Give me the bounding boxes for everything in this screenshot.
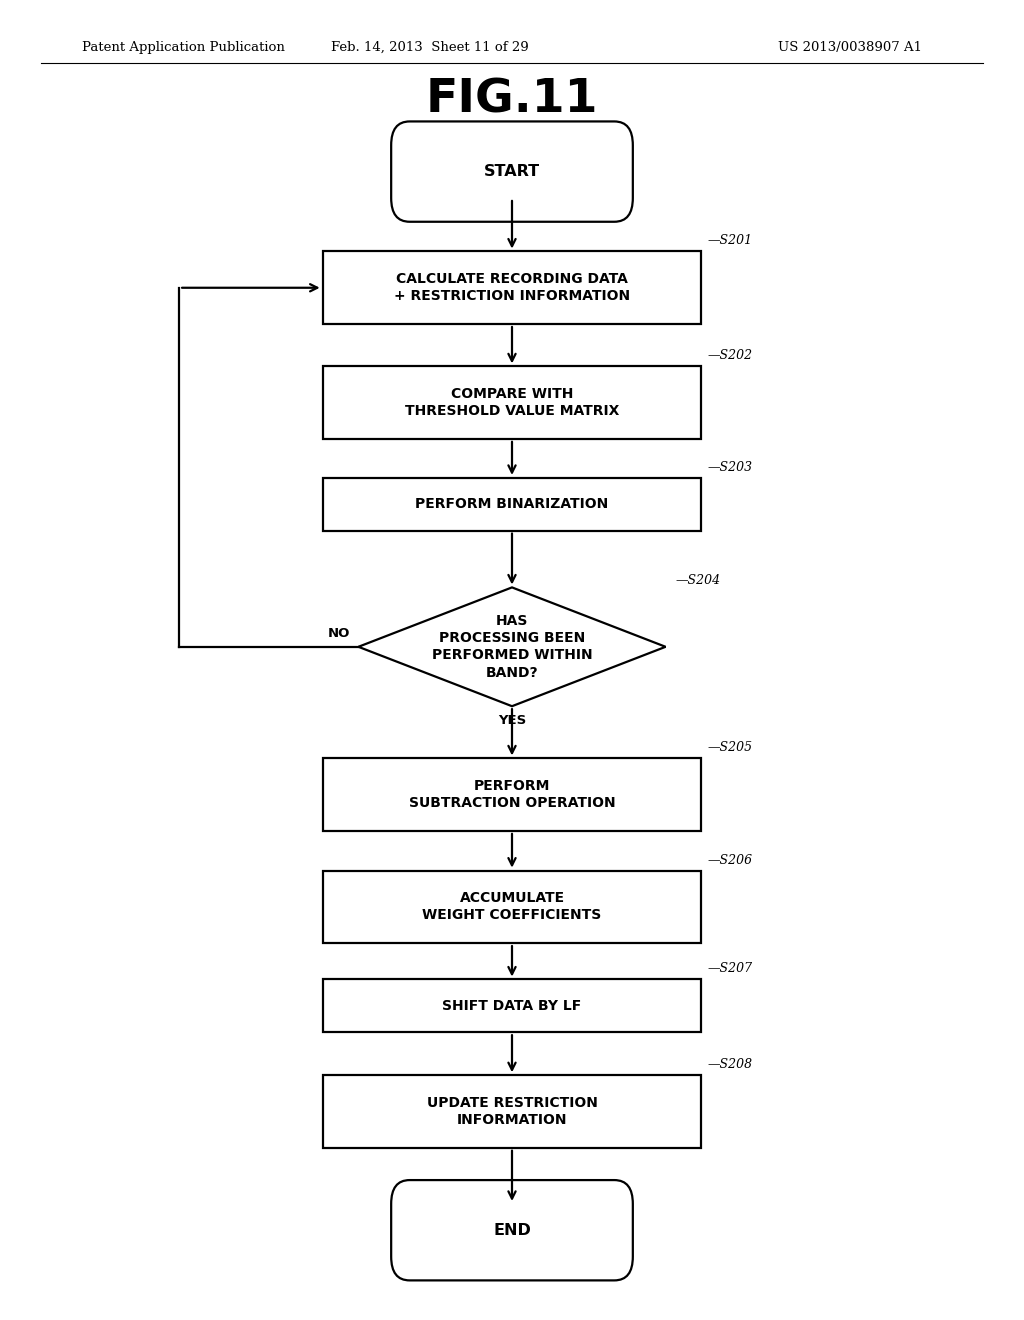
Bar	[323, 758, 701, 832]
Text: FIG.11: FIG.11	[426, 78, 598, 123]
Text: Feb. 14, 2013  Sheet 11 of 29: Feb. 14, 2013 Sheet 11 of 29	[331, 41, 529, 54]
Text: US 2013/0038907 A1: US 2013/0038907 A1	[778, 41, 923, 54]
Bar	[323, 871, 701, 942]
Text: COMPARE WITH
THRESHOLD VALUE MATRIX: COMPARE WITH THRESHOLD VALUE MATRIX	[404, 387, 620, 418]
Text: YES: YES	[498, 714, 526, 727]
Text: START: START	[484, 164, 540, 180]
Text: PERFORM
SUBTRACTION OPERATION: PERFORM SUBTRACTION OPERATION	[409, 779, 615, 810]
FancyBboxPatch shape	[391, 121, 633, 222]
Text: —S208: —S208	[708, 1059, 753, 1072]
Text: SHIFT DATA BY LF: SHIFT DATA BY LF	[442, 999, 582, 1012]
Text: CALCULATE RECORDING DATA
+ RESTRICTION INFORMATION: CALCULATE RECORDING DATA + RESTRICTION I…	[394, 272, 630, 304]
Text: UPDATE RESTRICTION
INFORMATION: UPDATE RESTRICTION INFORMATION	[427, 1096, 597, 1127]
Text: END: END	[494, 1222, 530, 1238]
Bar	[323, 251, 701, 323]
Bar	[323, 478, 701, 531]
Text: —S205: —S205	[708, 742, 753, 754]
Bar	[323, 366, 701, 438]
Text: —S206: —S206	[708, 854, 753, 866]
Bar	[323, 979, 701, 1032]
Text: —S201: —S201	[708, 235, 753, 248]
Text: Patent Application Publication: Patent Application Publication	[82, 41, 285, 54]
Text: —S202: —S202	[708, 350, 753, 363]
Text: —S204: —S204	[676, 574, 721, 587]
Polygon shape	[358, 587, 666, 706]
Text: ACCUMULATE
WEIGHT COEFFICIENTS: ACCUMULATE WEIGHT COEFFICIENTS	[422, 891, 602, 923]
Text: —S203: —S203	[708, 461, 753, 474]
Text: —S207: —S207	[708, 962, 753, 975]
Text: HAS
PROCESSING BEEN
PERFORMED WITHIN
BAND?: HAS PROCESSING BEEN PERFORMED WITHIN BAN…	[432, 614, 592, 680]
Bar	[323, 1074, 701, 1147]
Text: NO: NO	[328, 627, 350, 640]
Text: PERFORM BINARIZATION: PERFORM BINARIZATION	[416, 498, 608, 511]
FancyBboxPatch shape	[391, 1180, 633, 1280]
